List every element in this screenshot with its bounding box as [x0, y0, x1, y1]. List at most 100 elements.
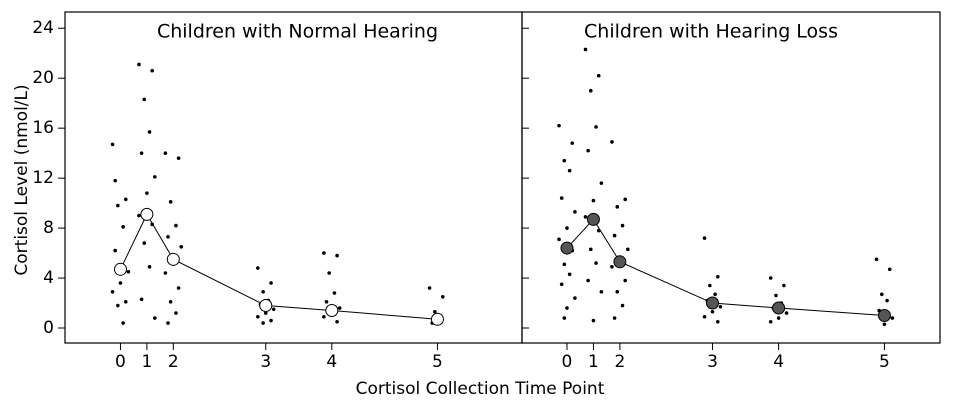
panel-frame — [521, 11, 941, 344]
data-point — [586, 148, 590, 153]
mean-marker — [325, 304, 339, 318]
data-point — [713, 292, 717, 297]
data-point — [179, 245, 184, 249]
data-point — [256, 314, 260, 319]
data-point — [615, 289, 620, 294]
data-point — [599, 181, 604, 185]
mean-line — [120, 213, 438, 320]
data-point — [885, 298, 889, 303]
data-point — [147, 265, 152, 269]
mean-marker — [877, 309, 891, 323]
mean-marker — [705, 296, 719, 310]
data-point — [591, 198, 596, 203]
data-point — [166, 235, 170, 239]
mean-marker — [113, 262, 127, 276]
data-point — [261, 321, 265, 325]
data-point — [596, 73, 601, 78]
data-point — [573, 210, 577, 214]
data-point — [782, 283, 786, 288]
data-point — [176, 286, 181, 290]
x-tick-label: 5 — [879, 352, 890, 372]
data-point — [269, 318, 273, 323]
data-point — [715, 275, 720, 279]
data-point — [327, 271, 331, 275]
x-tick-label: 2 — [614, 352, 625, 372]
data-point — [623, 197, 627, 202]
data-point — [776, 316, 781, 320]
data-point — [142, 97, 147, 102]
data-point — [702, 314, 707, 319]
data-point — [166, 321, 170, 325]
data-point — [573, 296, 577, 300]
data-point — [168, 200, 173, 204]
x-tick-label: 0 — [115, 352, 126, 372]
data-point — [612, 233, 617, 238]
data-point — [715, 319, 720, 324]
data-point — [588, 88, 593, 93]
data-point — [559, 196, 564, 200]
data-point — [586, 278, 590, 283]
data-point — [620, 303, 625, 308]
data-point — [137, 213, 141, 218]
mean-marker — [586, 212, 600, 226]
data-point — [562, 158, 567, 163]
data-point — [594, 261, 598, 265]
data-point — [110, 142, 115, 147]
data-point — [153, 316, 157, 320]
data-point — [163, 151, 168, 155]
data-point — [583, 47, 588, 52]
data-point — [116, 303, 120, 308]
data-point — [562, 316, 567, 320]
data-point — [113, 248, 117, 253]
data-point — [427, 286, 432, 290]
mean-marker — [140, 207, 154, 221]
data-point — [139, 297, 144, 302]
data-point — [599, 289, 604, 294]
data-point — [271, 307, 276, 312]
data-point — [882, 322, 887, 327]
data-point — [335, 319, 339, 324]
x-tick-label: 3 — [260, 352, 271, 372]
data-point — [565, 306, 569, 310]
data-point — [583, 215, 588, 219]
y-tick-label: 8 — [43, 218, 54, 238]
data-point — [768, 319, 773, 324]
data-point — [620, 223, 625, 228]
data-point — [332, 291, 337, 295]
y-tick-label: 12 — [32, 168, 54, 188]
mean-line — [566, 218, 885, 317]
y-tick-label: 24 — [32, 18, 54, 38]
data-point — [612, 316, 617, 320]
data-point — [256, 266, 260, 270]
data-point — [718, 304, 723, 309]
data-point — [174, 223, 178, 228]
data-point — [708, 283, 712, 288]
y-axis-label: Cortisol Level (nmol/L) — [12, 84, 32, 275]
data-point — [322, 251, 326, 255]
data-point — [153, 175, 157, 179]
x-tick-label: 3 — [707, 352, 718, 372]
mean-marker — [259, 299, 273, 313]
data-point — [324, 299, 329, 304]
data-point — [147, 130, 152, 134]
data-point — [557, 237, 561, 242]
data-point — [594, 125, 598, 129]
data-point — [335, 253, 339, 258]
data-point — [768, 276, 773, 280]
data-point — [557, 123, 561, 128]
data-point — [626, 247, 630, 252]
mean-marker — [430, 312, 444, 326]
x-axis-label: Cortisol Collection Time Point — [356, 379, 605, 399]
x-tick-label: 4 — [326, 352, 337, 372]
data-point — [263, 311, 268, 315]
x-tick-label: 1 — [141, 352, 152, 372]
data-point — [874, 257, 879, 262]
data-point — [565, 226, 569, 230]
data-point — [567, 272, 572, 277]
data-point — [139, 151, 144, 155]
data-point — [562, 262, 567, 267]
data-point — [440, 294, 445, 299]
data-point — [126, 270, 131, 274]
data-point — [168, 299, 173, 304]
